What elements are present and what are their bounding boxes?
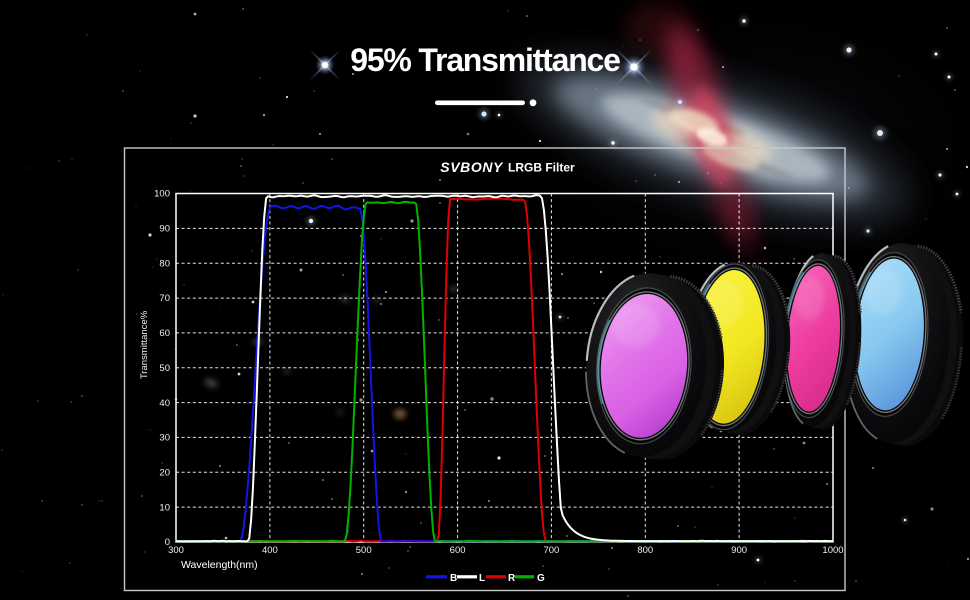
svg-text:900: 900 xyxy=(731,545,747,556)
svg-text:20: 20 xyxy=(159,468,170,479)
svg-text:60: 60 xyxy=(159,328,170,339)
svg-text:Wavelength(nm): Wavelength(nm) xyxy=(181,559,258,571)
svg-text:300: 300 xyxy=(168,545,184,556)
svg-text:400: 400 xyxy=(262,545,278,556)
svg-text:500: 500 xyxy=(356,545,372,556)
svg-text:30: 30 xyxy=(159,433,170,444)
svg-text:40: 40 xyxy=(159,398,170,409)
svg-text:50: 50 xyxy=(159,363,170,374)
svg-text:R: R xyxy=(508,573,516,584)
svg-text:1000: 1000 xyxy=(822,545,843,556)
svg-text:800: 800 xyxy=(637,545,653,556)
svg-text:0: 0 xyxy=(165,537,170,548)
svg-text:80: 80 xyxy=(159,258,170,269)
svg-text:10: 10 xyxy=(159,502,170,513)
svg-text:70: 70 xyxy=(159,293,170,304)
svg-text:95% Transmittance: 95% Transmittance xyxy=(350,42,620,78)
svg-text:90: 90 xyxy=(159,224,170,235)
svg-text:600: 600 xyxy=(450,545,466,556)
svg-text:700: 700 xyxy=(543,545,559,556)
svg-text:L: L xyxy=(479,573,485,584)
svg-text:100: 100 xyxy=(154,189,170,200)
svg-text:B: B xyxy=(450,573,457,584)
svg-text:SVBONY: SVBONY xyxy=(440,159,504,175)
svg-text:Transmittance%: Transmittance% xyxy=(139,310,150,379)
svg-text:G: G xyxy=(537,573,545,584)
svg-text:LRGB Filter: LRGB Filter xyxy=(508,161,575,175)
